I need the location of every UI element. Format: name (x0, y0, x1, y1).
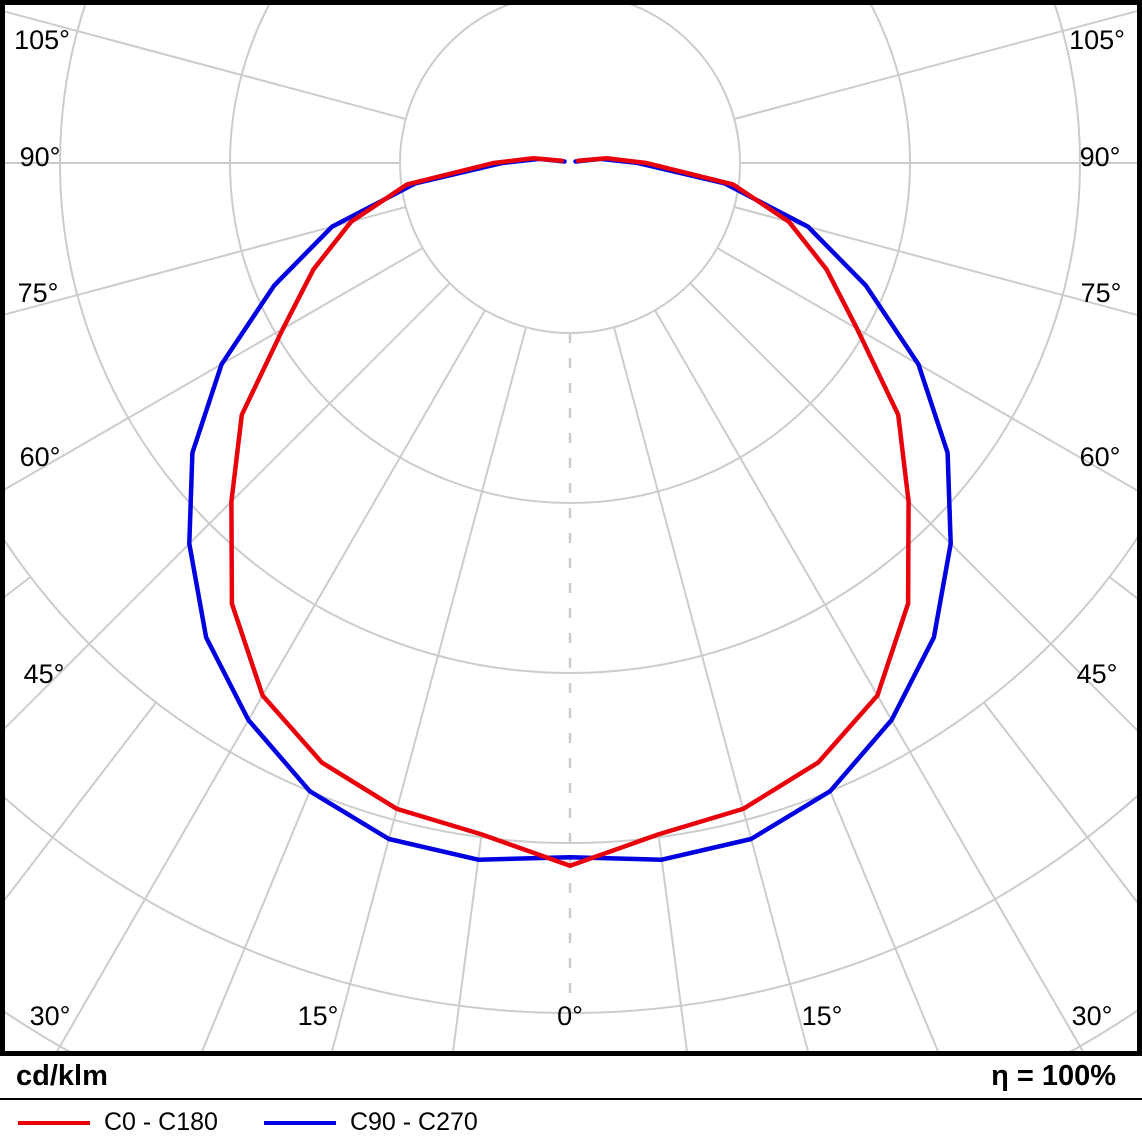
grid-radial-major (614, 327, 984, 1056)
angle-label: 15° (298, 1001, 339, 1031)
chart-footer: cd/klm η = 100% C0 - C180 C90 - C270 (0, 1056, 1142, 1132)
units-label: cd/klm (16, 1060, 108, 1093)
grid-radial-major (734, 207, 1142, 577)
grid-radial-major (0, 207, 406, 577)
angle-label: 75° (18, 278, 59, 308)
divider-line (0, 1098, 1142, 1100)
angle-label: 30° (1072, 1001, 1113, 1031)
grid-radial-major (717, 248, 1142, 963)
grid-radial-minor (659, 837, 779, 1056)
grid-ring (230, 0, 910, 503)
grid-radial-major (156, 327, 526, 1056)
legend-item-c90-c270: C90 - C270 (264, 1108, 478, 1137)
legend-label-c90-c270: C90 - C270 (350, 1108, 478, 1137)
angle-label: 15° (802, 1001, 843, 1031)
angle-label: 105° (14, 25, 70, 55)
polar-plot-frame: 105° 90° 75° 60° 45° 30° 15° 0° 15° 30° 45° 60° 75° 9… (0, 0, 1142, 1056)
meta-row: cd/klm η = 100% (16, 1060, 1116, 1093)
grid-ring (0, 0, 1142, 1056)
legend-label-c0-c180: C0 - C180 (104, 1108, 218, 1137)
grid-radial-major (0, 0, 406, 119)
grid-radial-minor (984, 703, 1142, 1057)
polar-chart: 105° 90° 75° 60° 45° 30° 15° 0° 15° 30° 45° 60° 75° 9… (0, 0, 1142, 1056)
grid-radial-major (0, 248, 423, 963)
legend-item-c0-c180: C0 - C180 (18, 1108, 218, 1137)
angle-label: 75° (1081, 278, 1122, 308)
angle-label: 60° (1080, 442, 1121, 472)
efficiency-label: η = 100% (991, 1060, 1116, 1093)
grid-radial-minor (361, 837, 481, 1056)
legend: C0 - C180 C90 - C270 (18, 1108, 478, 1137)
plot-border (3, 3, 1140, 1054)
angle-label: 90° (1080, 142, 1121, 172)
angle-label: 45° (24, 659, 65, 689)
angle-label: 45° (1077, 659, 1118, 689)
angle-label: 90° (20, 142, 61, 172)
legend-swatch-c0-c180 (18, 1121, 90, 1125)
grid-radial-major (734, 0, 1142, 119)
angle-label: 30° (30, 1001, 71, 1031)
angle-label: 0° (557, 1001, 583, 1031)
angle-label: 60° (20, 442, 61, 472)
grid-radial-minor (0, 703, 156, 1057)
legend-swatch-c90-c270 (264, 1121, 336, 1125)
grid-ring (400, 0, 740, 333)
angle-label: 105° (1069, 25, 1125, 55)
